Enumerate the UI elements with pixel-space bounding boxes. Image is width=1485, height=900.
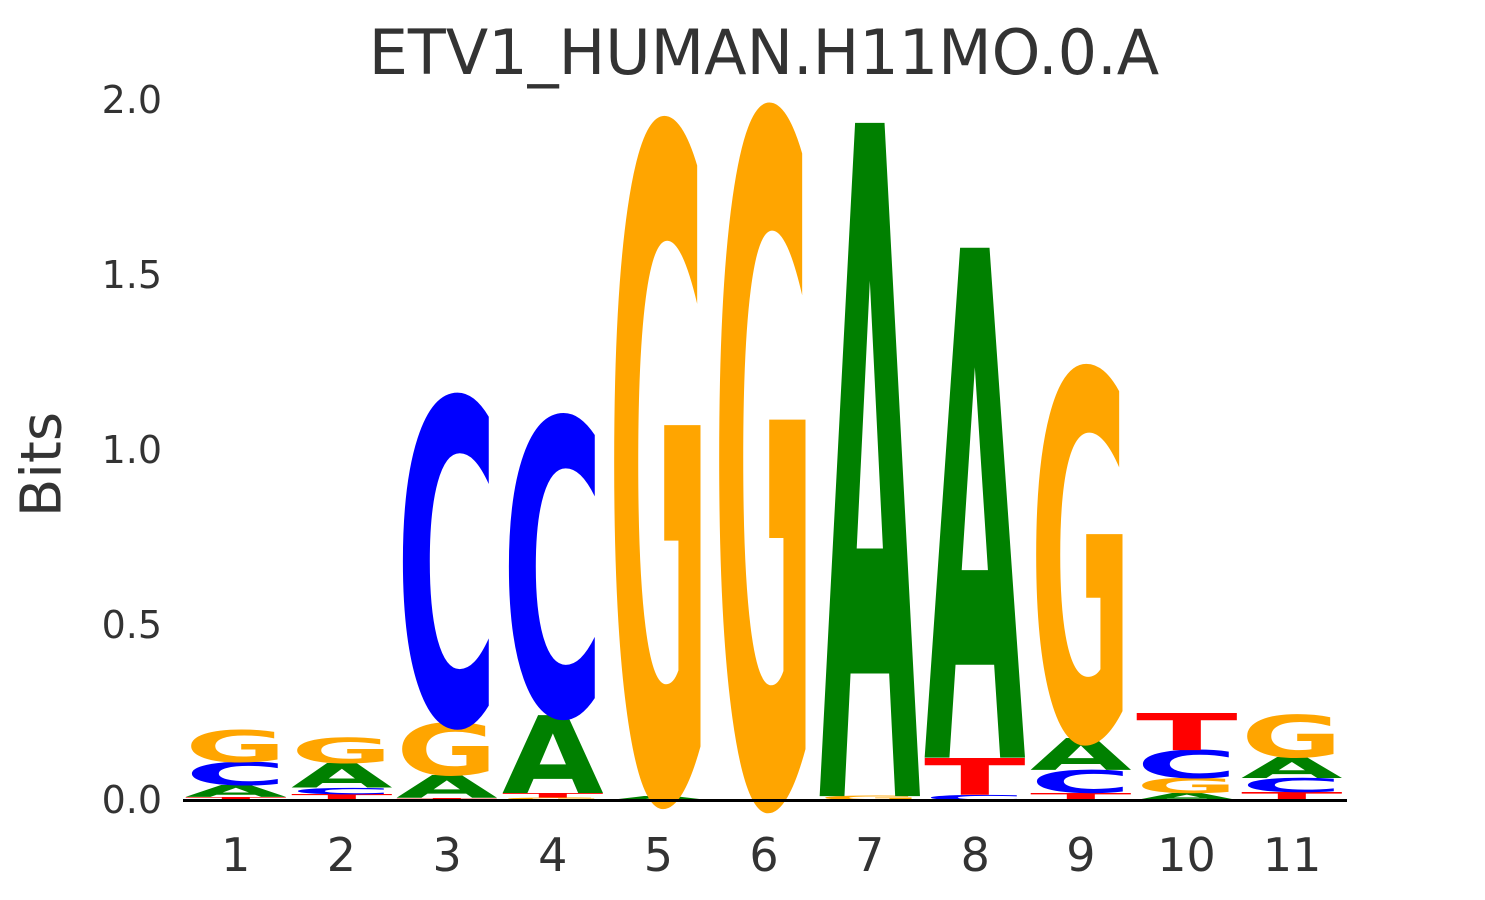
- svg-text:G: G: [396, 710, 498, 793]
- logo-letter-C: C: [185, 755, 287, 792]
- logo-letter-G: G: [1241, 704, 1343, 771]
- logo-letter-A: A: [1136, 791, 1238, 802]
- svg-text:A: A: [1136, 791, 1238, 802]
- logo-letter-G: G: [1136, 774, 1238, 798]
- logo-letter-G: G: [502, 796, 604, 800]
- x-tick-label: 6: [749, 828, 779, 882]
- x-tick-label: 1: [221, 828, 251, 882]
- logo-letter-T: T: [185, 796, 287, 802]
- logo-column-1: TACG: [185, 100, 287, 802]
- x-tick-label: 2: [326, 828, 357, 882]
- x-tick-label: 7: [854, 828, 885, 882]
- svg-text:G: G: [502, 796, 604, 800]
- logo-letter-C: C: [502, 337, 604, 810]
- logo-column-6: G: [713, 0, 815, 900]
- svg-text:C: C: [1241, 774, 1343, 796]
- svg-text:G: G: [185, 721, 287, 772]
- logo-letter-G: G: [713, 0, 815, 900]
- svg-text:C: C: [291, 786, 393, 796]
- x-tick-label: 3: [432, 828, 462, 882]
- x-tick-label: 10: [1157, 828, 1216, 882]
- svg-text:A: A: [608, 795, 710, 802]
- logo-letter-G: G: [185, 721, 287, 772]
- svg-text:T: T: [1030, 791, 1132, 802]
- svg-text:C: C: [1030, 764, 1132, 800]
- logo-letter-A: A: [1030, 730, 1132, 781]
- svg-text:G: G: [1030, 270, 1132, 858]
- y-tick-label: 0.5: [101, 603, 162, 647]
- logo-letter-A: A: [291, 757, 393, 796]
- logo-letter-G: G: [608, 0, 710, 900]
- logo-letter-T: T: [1136, 703, 1238, 762]
- logo-letter-G: G: [396, 710, 498, 793]
- logo-letter-A: A: [185, 782, 287, 801]
- y-axis-label: Bits: [9, 411, 75, 518]
- y-tick-label: 0.0: [101, 778, 162, 822]
- svg-text:G: G: [1136, 774, 1238, 798]
- logo-letter-G: G: [819, 795, 921, 802]
- svg-text:G: G: [291, 731, 393, 771]
- logo-letter-C: C: [1241, 774, 1343, 796]
- logo-letter-C: C: [924, 793, 1026, 801]
- svg-text:T: T: [185, 796, 287, 802]
- svg-text:A: A: [1030, 730, 1132, 781]
- logo-letter-A: A: [819, 0, 922, 900]
- y-tick-label: 1.0: [101, 428, 162, 472]
- svg-text:T: T: [291, 792, 393, 801]
- logo-column-4: GTAC: [502, 100, 604, 818]
- logo-letter-A: A: [924, 109, 1027, 900]
- svg-text:T: T: [924, 748, 1026, 806]
- logo-letter-T: T: [924, 748, 1026, 806]
- logo-letter-C: C: [1136, 743, 1238, 787]
- svg-text:A: A: [185, 782, 287, 801]
- logo-letter-A: A: [1241, 751, 1343, 785]
- logo-letter-A: A: [608, 795, 710, 802]
- logo-letter-C: C: [291, 786, 393, 796]
- svg-text:G: G: [819, 795, 921, 802]
- svg-text:A: A: [291, 757, 393, 796]
- svg-text:G: G: [608, 0, 710, 900]
- y-tick-label: 1.5: [101, 253, 162, 297]
- svg-text:A: A: [1241, 751, 1343, 785]
- svg-text:C: C: [502, 337, 604, 810]
- y-tick-label: 2.0: [101, 78, 162, 122]
- logo-plot-area: TACGTCAGTAGCGTACAGGGACTATCAGAGCTTCAG: [183, 0, 1345, 900]
- x-axis-line: [183, 799, 1347, 802]
- logo-letter-C: C: [1030, 764, 1132, 800]
- svg-text:G: G: [1241, 704, 1343, 771]
- svg-text:A: A: [819, 0, 922, 900]
- x-tick-label: 11: [1262, 828, 1322, 882]
- svg-text:A: A: [502, 693, 604, 818]
- logo-letter-A: A: [502, 693, 604, 818]
- x-tick-label: 4: [538, 828, 568, 882]
- logo-letter-G: G: [1030, 270, 1132, 858]
- x-tick-label: 8: [960, 828, 990, 882]
- logo-letter-T: T: [1030, 791, 1132, 802]
- x-tick-label: 5: [643, 828, 673, 882]
- chart-title: ETV1_HUMAN.H11MO.0.A: [368, 16, 1160, 89]
- svg-text:A: A: [924, 109, 1027, 900]
- logo-letter-T: T: [502, 791, 604, 798]
- logo-letter-G: G: [291, 731, 393, 771]
- svg-text:C: C: [185, 755, 287, 792]
- logo-letter-C: C: [396, 311, 498, 829]
- svg-text:C: C: [924, 793, 1026, 801]
- svg-text:C: C: [396, 311, 498, 829]
- svg-text:G: G: [713, 0, 815, 900]
- x-tick-label: 9: [1066, 828, 1096, 882]
- svg-text:T: T: [502, 791, 604, 798]
- logo-column-3: TAGC: [396, 100, 498, 829]
- svg-text:C: C: [1136, 743, 1238, 787]
- svg-text:T: T: [1136, 703, 1238, 762]
- logo-letter-T: T: [291, 792, 393, 801]
